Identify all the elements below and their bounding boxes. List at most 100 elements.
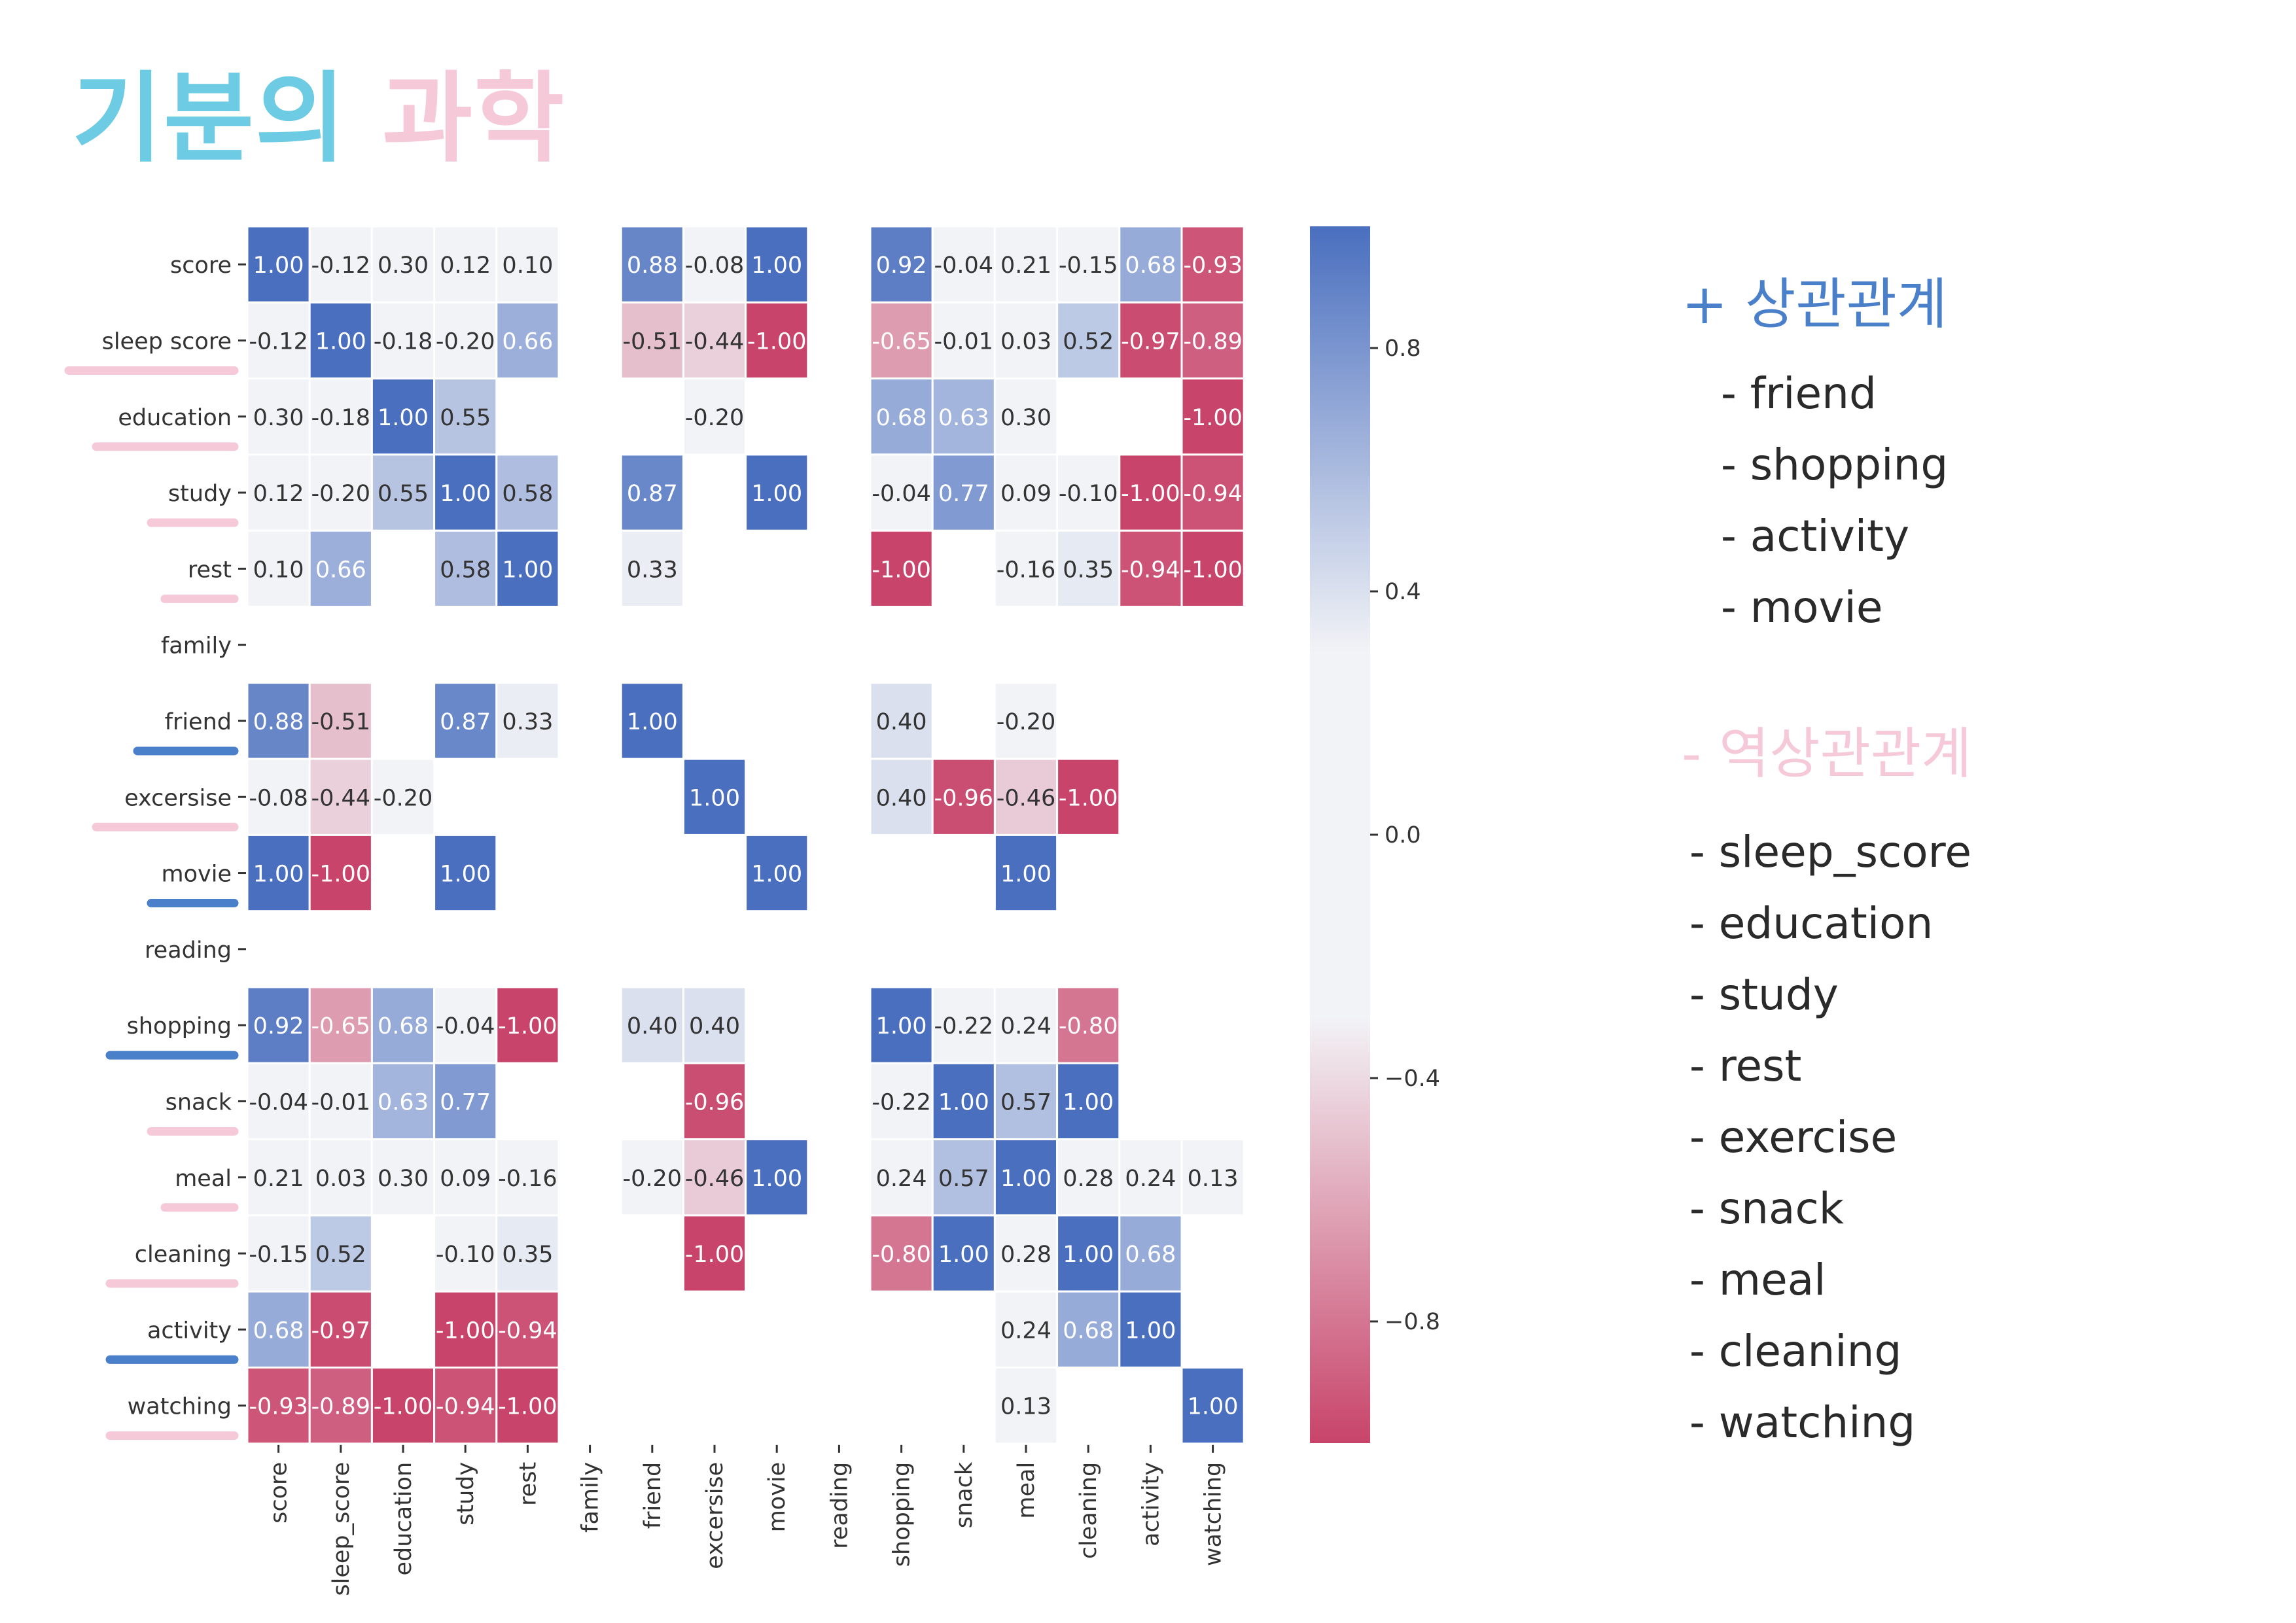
cell-value-label: -0.12 bbox=[249, 328, 308, 355]
cell-value-label: 1.00 bbox=[627, 709, 678, 735]
cell-value-label: -0.89 bbox=[311, 1394, 371, 1420]
list-item: - sleep_score bbox=[1689, 827, 1971, 877]
cell-value-label: 0.55 bbox=[378, 481, 429, 507]
list-item: - education bbox=[1689, 898, 1934, 949]
cell-value-label: 1.00 bbox=[876, 1013, 927, 1039]
cell-value-label: -0.20 bbox=[997, 709, 1056, 735]
heatmap-cell bbox=[1180, 377, 1245, 456]
title-part-2: 과학 bbox=[382, 62, 566, 176]
col-tick-label: sleep_score bbox=[328, 1462, 355, 1596]
cell-value-label: 1.00 bbox=[502, 557, 553, 583]
heatmap-cell bbox=[246, 833, 311, 913]
cell-value-label: -0.93 bbox=[1183, 253, 1243, 279]
cell-value-label: -0.20 bbox=[374, 785, 433, 811]
heatmap-cell bbox=[433, 301, 498, 380]
cell-value-label: 1.00 bbox=[751, 481, 802, 507]
cell-value-label: 0.52 bbox=[315, 1242, 366, 1268]
cell-value-label: 0.57 bbox=[938, 1166, 989, 1192]
list-item: - activity bbox=[1721, 511, 1910, 561]
cell-value-label: 0.21 bbox=[1000, 253, 1051, 279]
colorbar-tick-label: 0.4 bbox=[1385, 579, 1421, 605]
cell-value-label: 0.03 bbox=[315, 1166, 366, 1192]
cell-value-label: 1.00 bbox=[378, 405, 429, 431]
heatmap-cell bbox=[682, 758, 747, 836]
heatmap-cell bbox=[308, 682, 373, 760]
cell-value-label: 1.00 bbox=[1000, 1166, 1051, 1192]
heatmap-cell bbox=[495, 1214, 560, 1293]
cell-value-label: 0.24 bbox=[876, 1166, 927, 1192]
cell-value-label: -1.00 bbox=[311, 862, 371, 888]
heatmap-cell bbox=[433, 986, 498, 1064]
cell-value-label: -1.00 bbox=[872, 557, 931, 583]
heatmap-cell bbox=[993, 1367, 1059, 1445]
heatmap-cell bbox=[495, 225, 560, 304]
col-tick-label: snack bbox=[951, 1461, 978, 1528]
cell-value-label: 1.00 bbox=[1125, 1318, 1176, 1344]
heatmap-cell bbox=[682, 1138, 747, 1217]
heatmap-cell bbox=[308, 1214, 373, 1293]
row-tick-label: watching bbox=[128, 1394, 232, 1420]
col-tick-label: rest bbox=[515, 1462, 541, 1506]
heatmap-cell bbox=[433, 833, 498, 913]
col-tick-label: shopping bbox=[889, 1462, 915, 1567]
colorbar-tick-label: 0.8 bbox=[1385, 336, 1421, 362]
cell-value-label: 1.00 bbox=[440, 862, 491, 888]
cell-value-label: -0.46 bbox=[997, 785, 1056, 811]
cell-value-label: 0.68 bbox=[378, 1013, 429, 1039]
cell-value-label: -0.01 bbox=[934, 328, 994, 355]
heatmap-cell bbox=[1118, 225, 1183, 304]
col-tick-label: watching bbox=[1201, 1462, 1227, 1566]
heatmap-cell bbox=[745, 833, 809, 913]
cell-value-label: 0.35 bbox=[502, 1242, 553, 1268]
heatmap-cell bbox=[869, 758, 934, 836]
cell-value-label: 0.87 bbox=[627, 481, 678, 507]
heatmap-cell bbox=[1056, 529, 1121, 608]
cell-value-label: 1.00 bbox=[1063, 1242, 1114, 1268]
cell-value-label: -0.96 bbox=[685, 1089, 745, 1115]
heatmap-cell bbox=[1056, 1214, 1121, 1293]
col-tick-label: family bbox=[578, 1462, 604, 1533]
heatmap-cell bbox=[495, 986, 560, 1064]
heatmap-cell bbox=[1056, 225, 1121, 304]
heatmap-cell bbox=[1056, 1138, 1121, 1217]
cell-value-label: -0.08 bbox=[249, 785, 308, 811]
heatmap-cell bbox=[682, 986, 747, 1064]
positive-correlation-list: - friend - shopping - activity - movie bbox=[1721, 358, 1948, 643]
heatmap-cell bbox=[993, 758, 1059, 836]
cell-value-label: 0.28 bbox=[1063, 1166, 1114, 1192]
cell-value-label: -1.00 bbox=[1121, 481, 1180, 507]
cell-value-label: -0.22 bbox=[872, 1089, 931, 1115]
list-item: - movie bbox=[1721, 582, 1883, 633]
heatmap-cell bbox=[1180, 225, 1245, 304]
cell-value-label: 1.00 bbox=[751, 1166, 802, 1192]
cell-value-label: 0.66 bbox=[315, 557, 366, 583]
cell-value-label: 0.12 bbox=[440, 253, 491, 279]
heatmap-cell bbox=[1056, 758, 1121, 836]
row-tick-label: meal bbox=[175, 1166, 232, 1192]
heatmap-cell bbox=[308, 833, 373, 913]
heatmap-cell bbox=[370, 453, 436, 532]
row-tick-label: family bbox=[161, 633, 232, 659]
cell-value-label: 1.00 bbox=[253, 253, 304, 279]
cell-value-label: -0.12 bbox=[311, 253, 371, 279]
heatmap-cell bbox=[1118, 1290, 1183, 1369]
heatmap-cell bbox=[682, 1062, 747, 1141]
cell-value-label: -0.16 bbox=[498, 1166, 557, 1192]
cell-value-label: 1.00 bbox=[1063, 1089, 1114, 1115]
cell-value-label: -0.97 bbox=[311, 1318, 371, 1344]
row-tick-label: reading bbox=[145, 937, 232, 964]
list-item: - exercise bbox=[1689, 1112, 1898, 1162]
heatmap-cell bbox=[495, 682, 560, 760]
heatmap-cell bbox=[869, 1062, 934, 1141]
heatmap-cell bbox=[682, 1214, 747, 1293]
cell-value-label: -0.04 bbox=[249, 1089, 308, 1115]
cell-value-label: 0.68 bbox=[253, 1318, 304, 1344]
cell-value-label: 1.00 bbox=[1000, 862, 1051, 888]
cell-value-label: 0.58 bbox=[440, 557, 491, 583]
cell-value-label: 1.00 bbox=[689, 785, 740, 811]
heatmap-cell bbox=[1180, 1138, 1245, 1217]
cell-value-label: -0.01 bbox=[311, 1089, 371, 1115]
positive-correlation-heading: + 상관관계 bbox=[1682, 272, 1948, 336]
cell-value-label: 0.63 bbox=[938, 405, 989, 431]
row-tick-label: excersise bbox=[124, 785, 232, 811]
